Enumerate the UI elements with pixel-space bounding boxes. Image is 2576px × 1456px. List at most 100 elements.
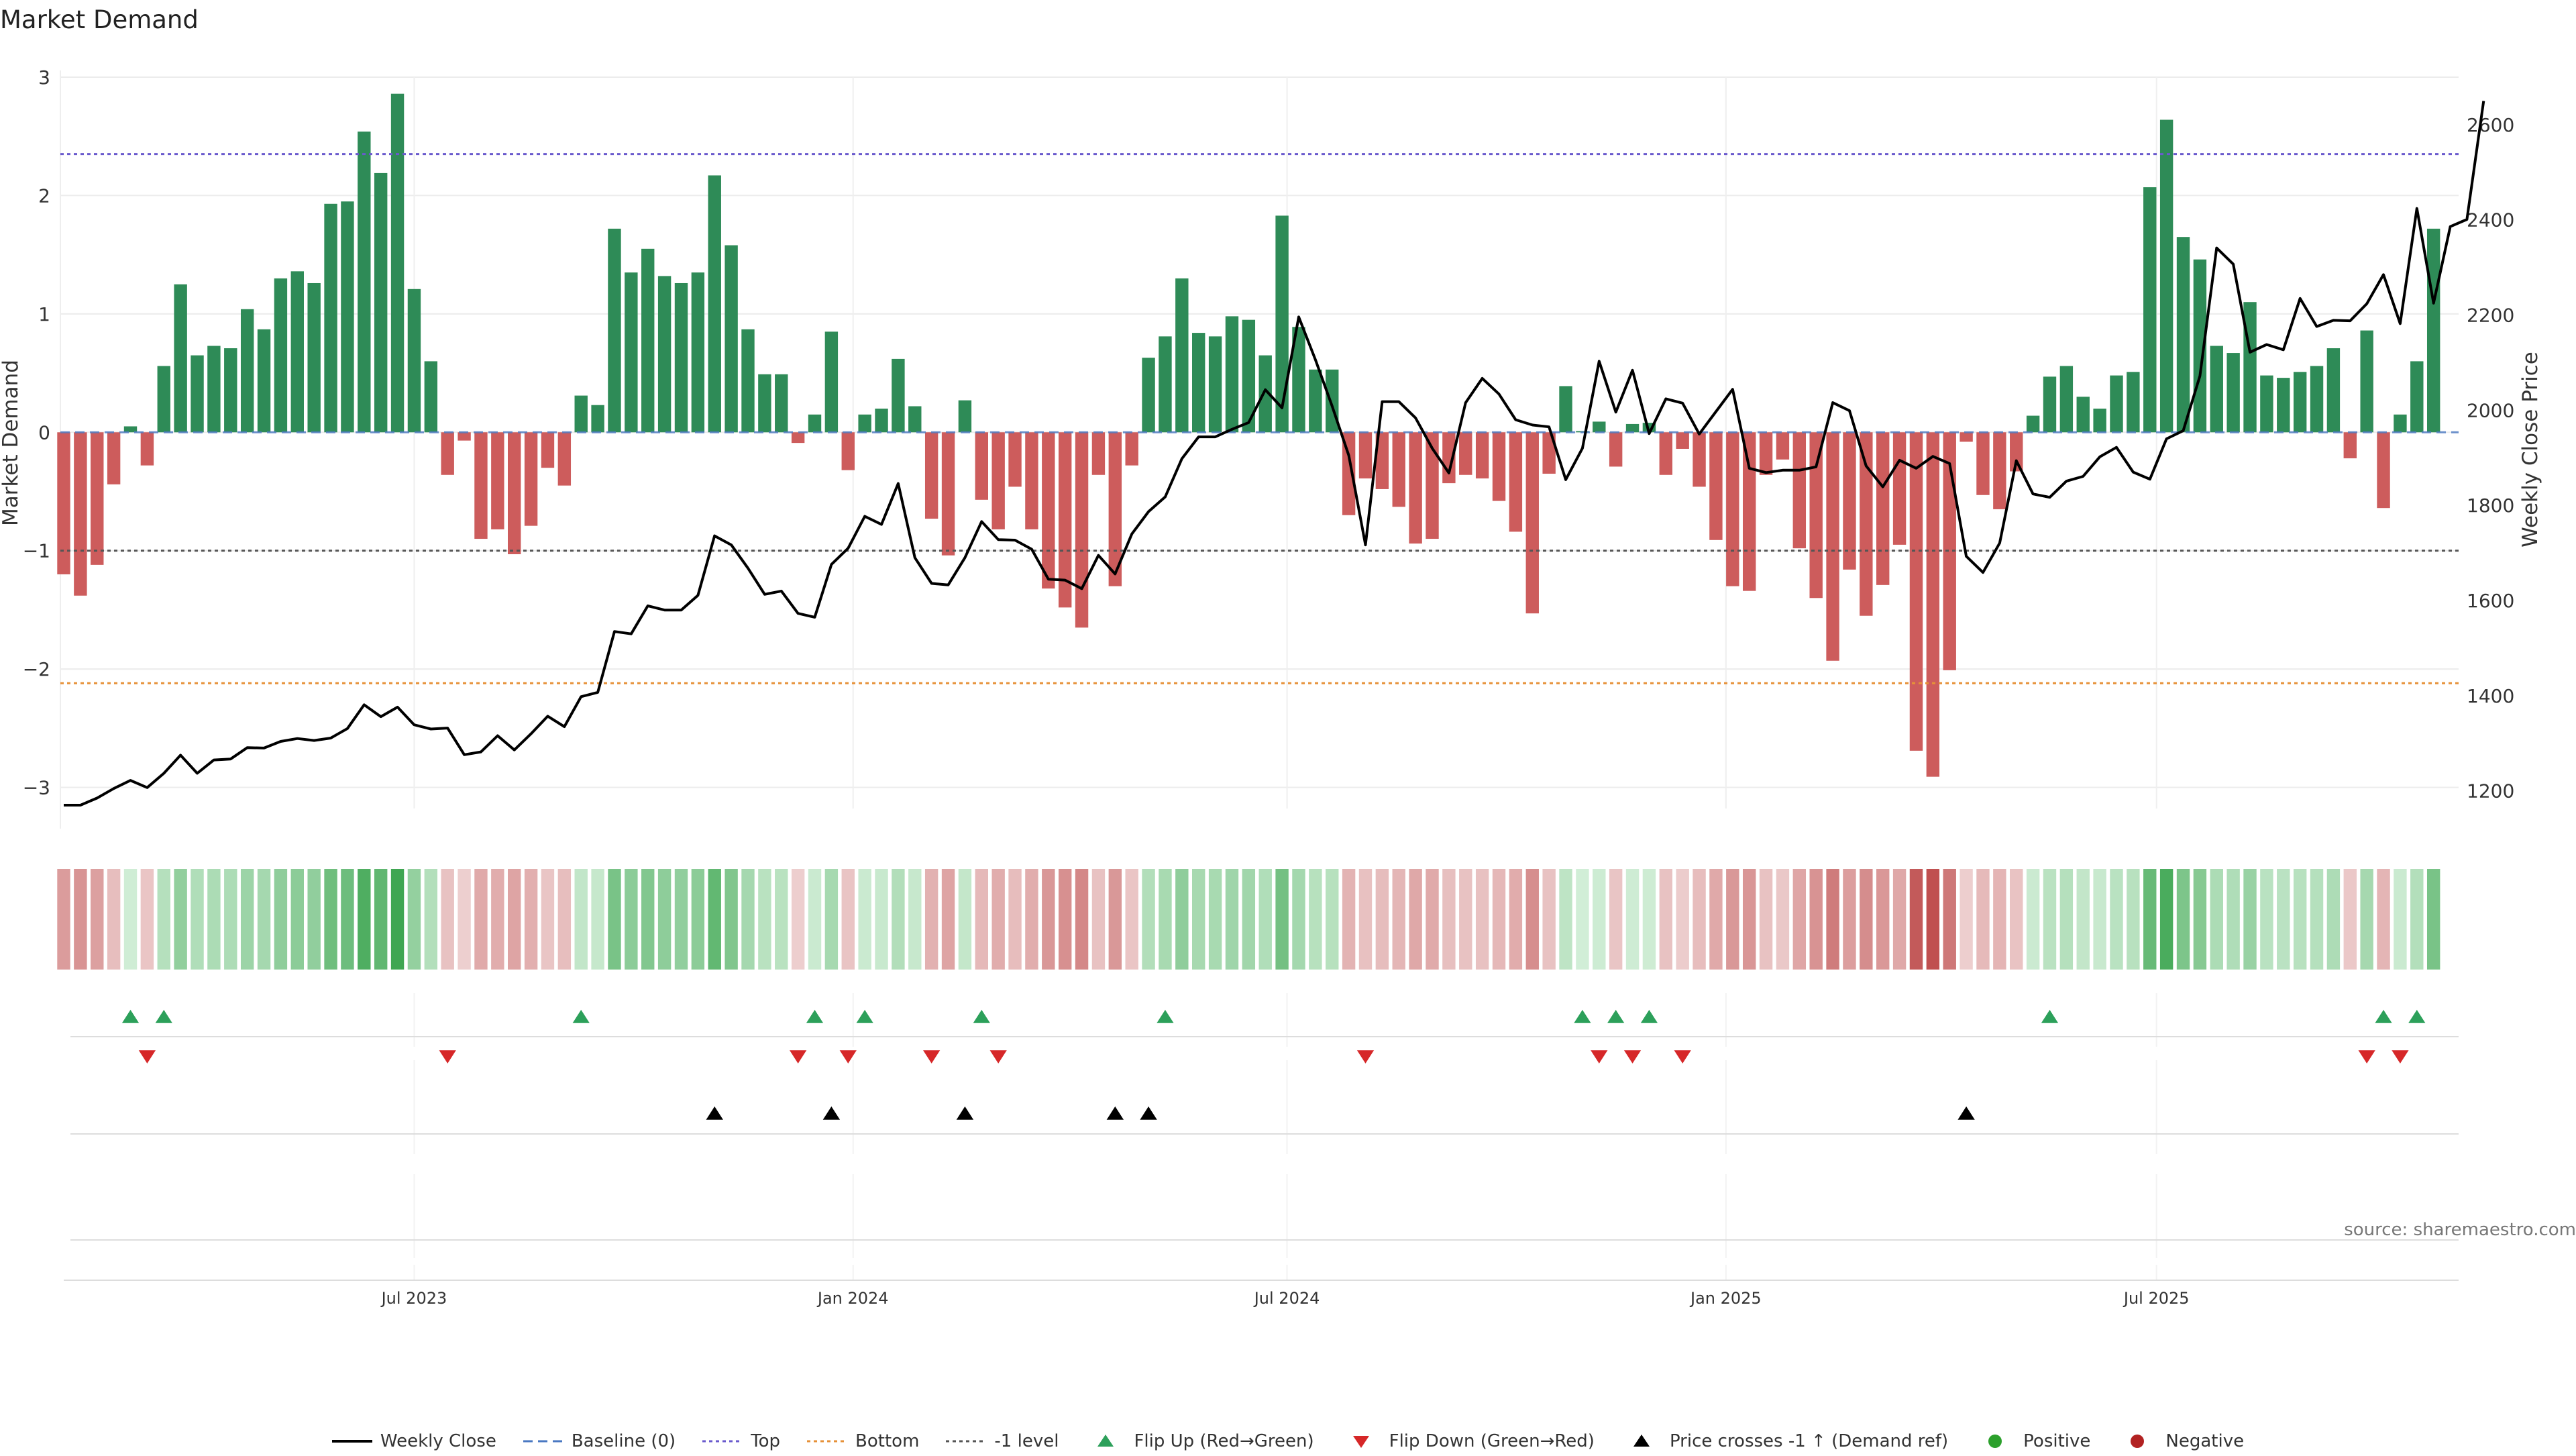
heat-strip-cell xyxy=(2226,869,2240,970)
demand-bar xyxy=(2159,119,2174,433)
demand-bar xyxy=(240,309,254,433)
demand-bar xyxy=(2226,353,2240,433)
demand-bar xyxy=(91,432,104,565)
heat-strip-cell xyxy=(1108,869,1122,970)
heat-strip-cell xyxy=(1175,869,1189,970)
heat-strip-cell xyxy=(424,869,438,970)
demand-bar xyxy=(1475,432,1489,479)
heat-strip-cell xyxy=(574,869,588,970)
demand-bar xyxy=(2360,330,2373,433)
heat-strip-cell xyxy=(1208,869,1222,970)
flip-up-marker xyxy=(806,1010,824,1023)
heat-strip-cell xyxy=(390,869,405,970)
heat-strip-cell xyxy=(1142,869,1155,970)
y-tick-label: −2 xyxy=(23,658,50,680)
heat-strip-cell xyxy=(1225,869,1239,970)
heat-strip-cell xyxy=(791,869,805,970)
heat-strip-cell xyxy=(1776,869,1790,970)
heat-strip-cell xyxy=(374,869,388,970)
heat-strip-cell xyxy=(1909,869,1923,970)
y-tick-label: 1 xyxy=(38,303,50,325)
y2-tick-label: 1600 xyxy=(2467,590,2514,612)
heat-strip-cell xyxy=(775,869,788,970)
heat-strip-cell xyxy=(2176,869,2190,970)
heat-strip-cell xyxy=(991,869,1005,970)
heat-strip-cell xyxy=(1726,869,1739,970)
heat-strip-cell xyxy=(608,869,621,970)
heat-strip-cell xyxy=(57,869,70,970)
flip-up-marker xyxy=(121,1010,140,1023)
heat-strip-cell xyxy=(1292,869,1305,970)
demand-bar xyxy=(508,432,521,554)
heat-strip-cell xyxy=(191,869,204,970)
demand-bar xyxy=(824,331,839,433)
y-axis-title: Market Demand xyxy=(0,360,23,526)
y-tick-label: 2 xyxy=(38,185,50,207)
heat-strip-cell xyxy=(1475,869,1489,970)
flip-up-marker xyxy=(1574,1010,1591,1023)
heat-strip-cell xyxy=(1676,869,1689,970)
heat-strip-cell xyxy=(1492,869,1506,970)
heat-strip-cell xyxy=(941,869,955,970)
price-cross-marker xyxy=(1140,1106,1157,1120)
demand-bar xyxy=(641,248,655,433)
legend-item-pos_dot: Positive xyxy=(1975,1431,2090,1451)
legend-line-icon xyxy=(523,1440,564,1443)
heat-strip-cell xyxy=(1659,869,1672,970)
demand-bar xyxy=(1809,432,1823,599)
demand-bar xyxy=(458,432,471,441)
demand-bar xyxy=(1042,432,1055,589)
demand-bar xyxy=(1125,432,1138,466)
demand-bar xyxy=(2293,372,2307,433)
demand-bar xyxy=(2043,376,2057,433)
heat-strip-cell xyxy=(491,869,504,970)
x-tick-label: Jul 2024 xyxy=(1253,1289,1320,1308)
heat-strip-cell xyxy=(1392,869,1405,970)
demand-bar xyxy=(1242,319,1256,433)
demand-bar xyxy=(358,132,371,433)
legend-item-cross: Price crosses -1 ↑ (Demand ref) xyxy=(1621,1431,1948,1451)
heat-strip-cell xyxy=(107,869,121,970)
heat-strip-cell xyxy=(924,869,938,970)
demand-bar xyxy=(1625,423,1640,433)
demand-bar xyxy=(1926,432,1940,777)
legend-label: Bottom xyxy=(855,1431,920,1451)
demand-bar xyxy=(1742,432,1756,591)
demand-bar xyxy=(608,228,621,433)
demand-bar xyxy=(2143,187,2157,433)
legend-triangle-icon xyxy=(1352,1436,1369,1448)
demand-bar xyxy=(625,272,638,433)
heat-strip-cell xyxy=(1609,869,1623,970)
demand-bar xyxy=(1826,432,1839,661)
demand-bar xyxy=(1792,432,1807,549)
demand-bar xyxy=(424,361,438,433)
heat-strip-cell xyxy=(2394,869,2407,970)
y-tick-label: −3 xyxy=(23,777,50,799)
demand-bar xyxy=(390,93,405,433)
heat-strip-cell xyxy=(441,869,454,970)
demand-bar xyxy=(1409,432,1422,544)
heat-strip-cell xyxy=(174,869,187,970)
demand-bar xyxy=(841,432,855,470)
heat-strip-cell xyxy=(257,869,271,970)
flip-up-marker xyxy=(572,1010,590,1023)
heat-strip-cell xyxy=(1309,869,1322,970)
demand-bar xyxy=(407,289,421,433)
legend-item-neg_dot: Negative xyxy=(2117,1431,2244,1451)
heat-strip-cell xyxy=(140,869,154,970)
flip-down-marker xyxy=(138,1050,156,1063)
y-tick-label: 3 xyxy=(38,66,50,89)
heat-strip-cell xyxy=(875,869,888,970)
demand-bar xyxy=(791,432,805,444)
demand-bar xyxy=(674,282,688,433)
heat-strip-cell xyxy=(458,869,471,970)
demand-bar xyxy=(441,432,454,475)
legend-item-minus1: -1 level xyxy=(946,1431,1059,1451)
heat-strip-cell xyxy=(1058,869,1072,970)
heat-strip-cell xyxy=(508,869,521,970)
heat-strip-cell xyxy=(207,869,221,970)
demand-bar xyxy=(307,282,321,433)
demand-bar xyxy=(1175,278,1189,433)
demand-bar xyxy=(758,374,771,433)
